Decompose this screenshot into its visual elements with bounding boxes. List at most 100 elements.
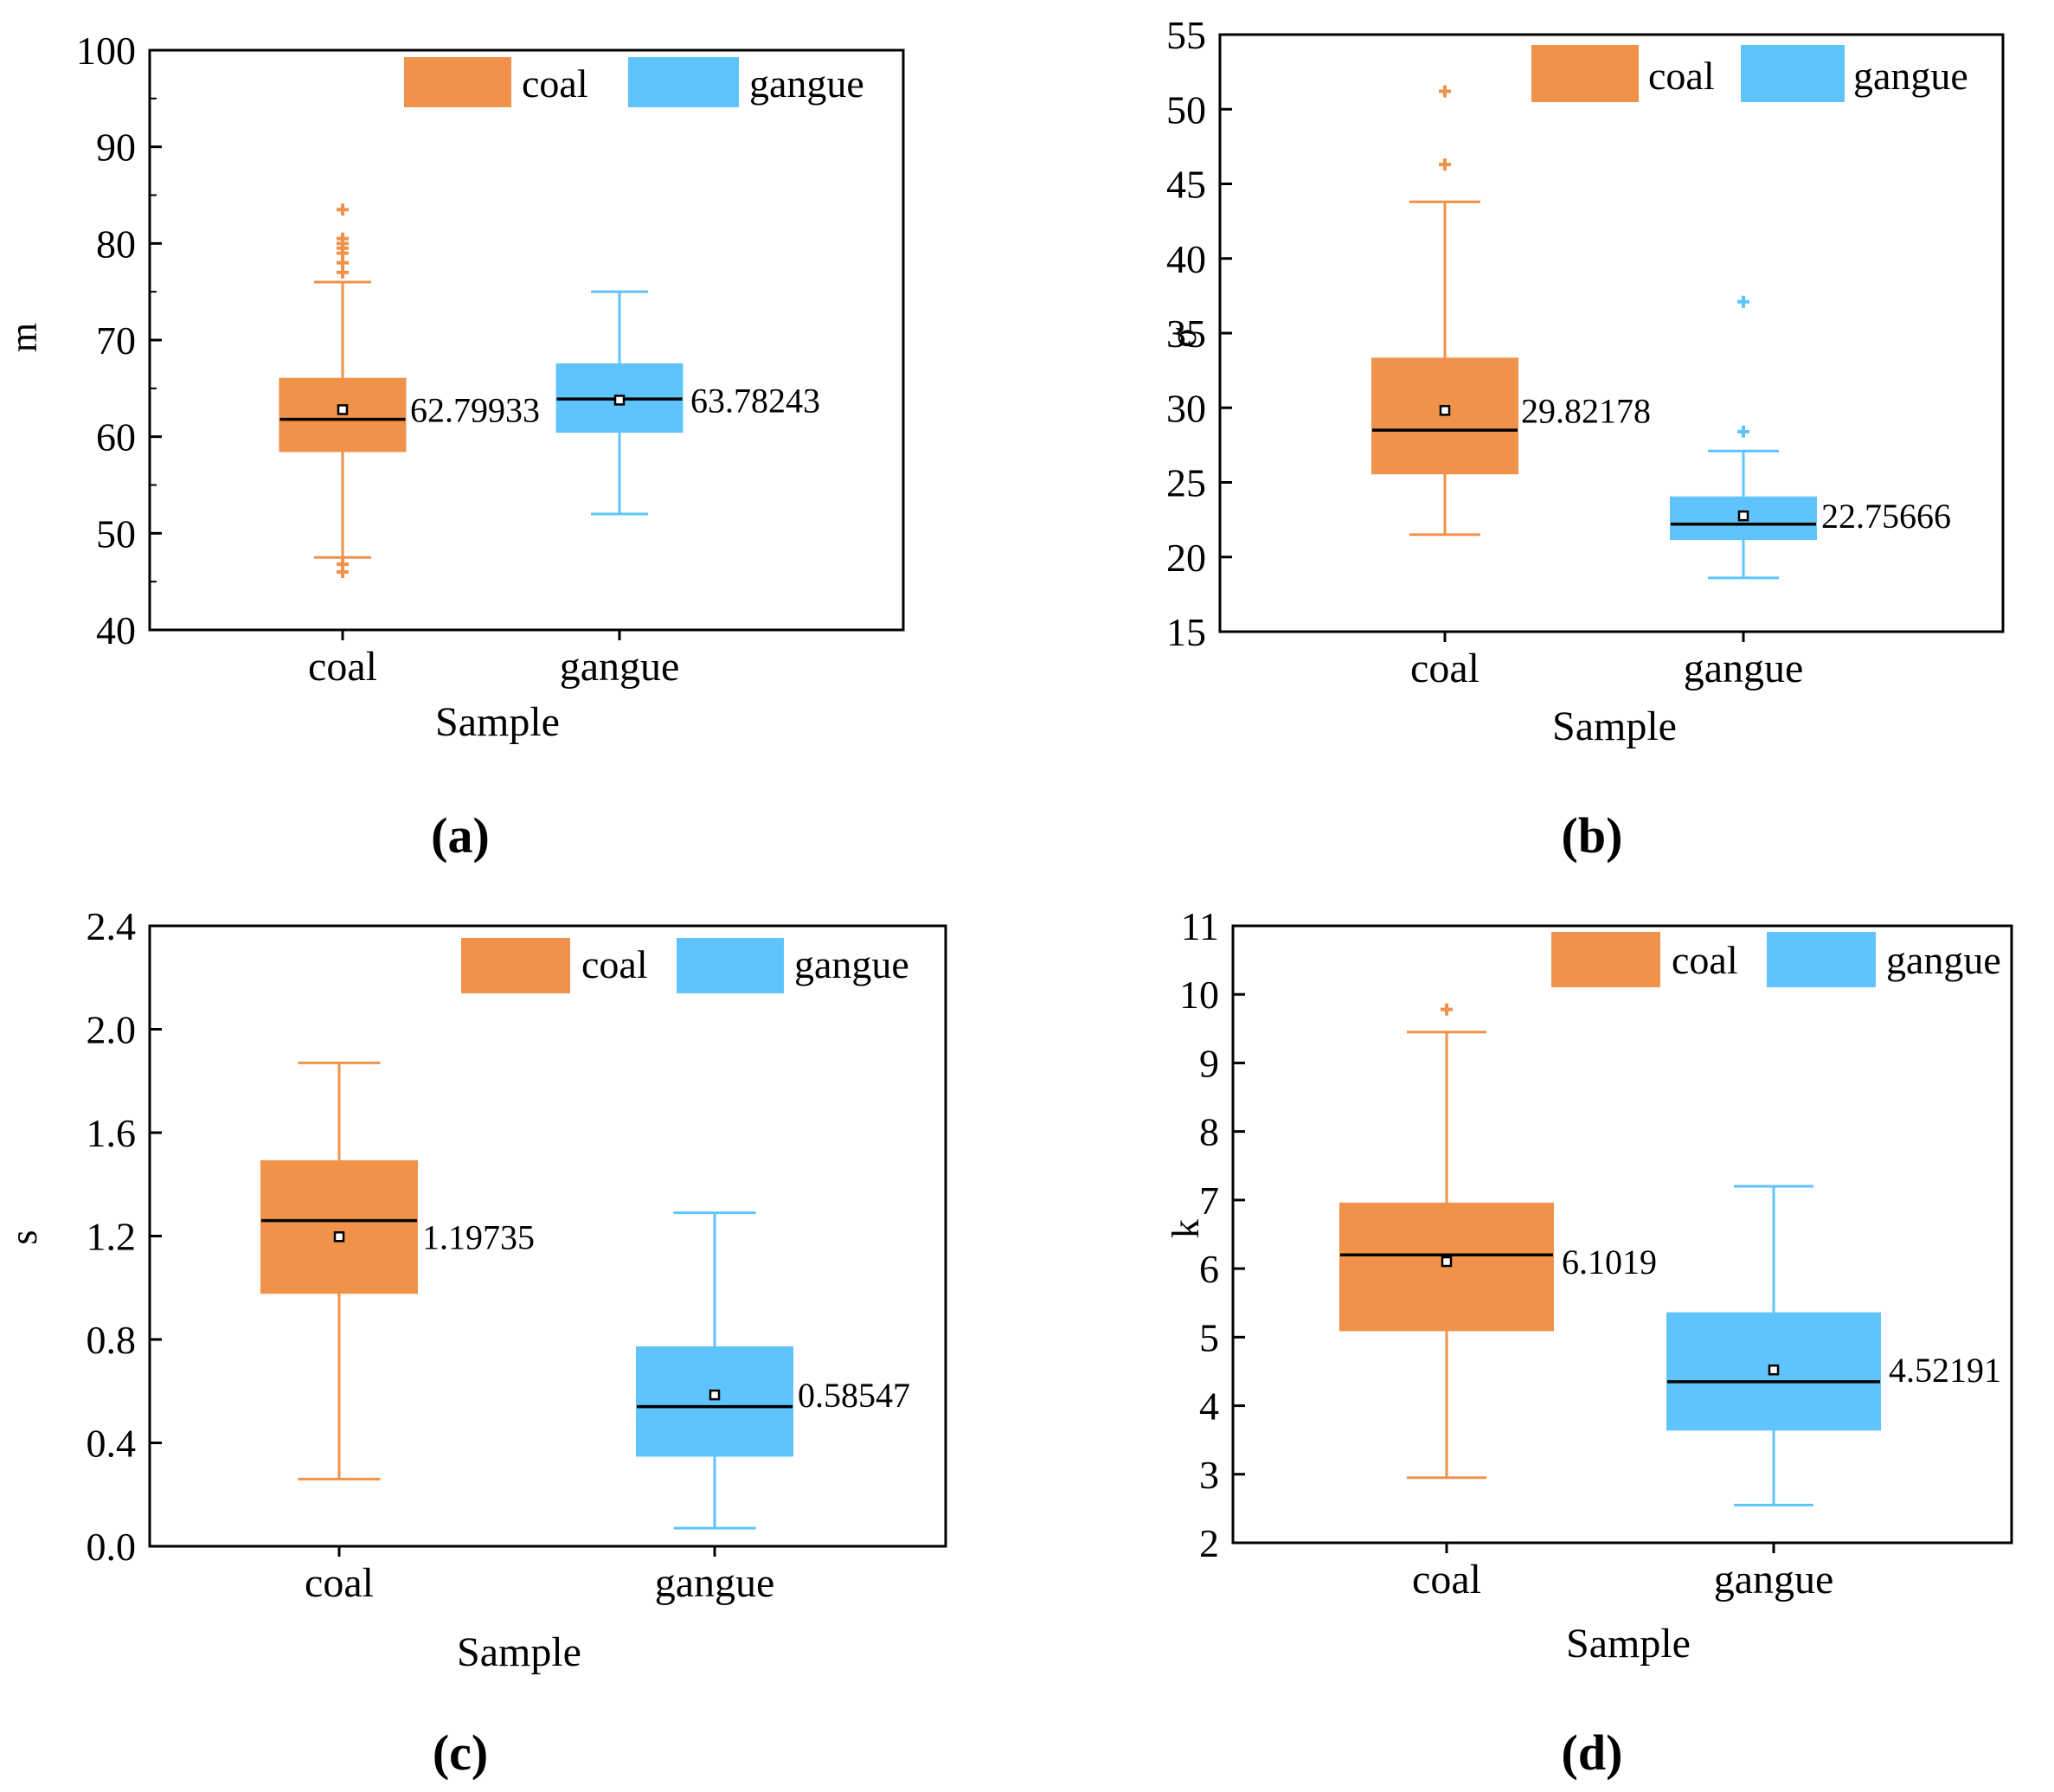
gangue-outlier	[1737, 425, 1749, 438]
legend-swatch-coal	[404, 57, 511, 107]
gangue-mean-label: 0.58547	[798, 1376, 910, 1415]
coal-outlier	[1439, 85, 1451, 98]
y-tick-label: 55	[1166, 13, 1206, 57]
x-axis-title: Sample	[1566, 1621, 1691, 1667]
plot-frame	[148, 48, 905, 632]
legend-label-coal: coal	[1648, 54, 1715, 98]
y-tick-label: 35	[1166, 312, 1206, 356]
y-tick-label: 50	[96, 511, 136, 556]
panel-b: σ Sample (b) coal gangue 15 20 25 30 35 40 45 5…	[1162, 13, 2005, 864]
y-tick-label: 0.0	[87, 1525, 137, 1569]
x-tick-label-coal: coal	[1412, 1557, 1481, 1603]
legend-label-coal: coal	[522, 61, 588, 106]
x-tick-label-gangue: gangue	[1684, 646, 1804, 691]
legend-swatch-gangue	[677, 938, 784, 993]
gangue-mean-label: 63.78243	[690, 381, 820, 420]
gangue-mean-label: 22.75666	[1821, 497, 1951, 536]
legend-label-gangue: gangue	[749, 61, 864, 106]
y-tick-label: 70	[96, 318, 136, 363]
x-axis-title: Sample	[435, 699, 560, 745]
y-tick-label: 2.4	[87, 904, 137, 948]
legend-swatch-coal	[1551, 932, 1660, 987]
gangue-mean-marker	[1737, 510, 1749, 522]
y-tick-label: 0.8	[87, 1318, 137, 1362]
y-tick-label: 40	[96, 608, 136, 652]
coal-mean-marker	[1439, 405, 1451, 416]
legend: coal gangue	[404, 57, 864, 107]
legend-label-gangue: gangue	[794, 942, 909, 986]
legend-swatch-coal	[1531, 45, 1639, 102]
panel-label: (a)	[431, 807, 490, 864]
y-tick-label: 50	[1166, 87, 1206, 132]
legend: coal gangue	[1531, 45, 1968, 102]
legend-label-gangue: gangue	[1886, 938, 2001, 982]
panel-label: (d)	[1562, 1725, 1623, 1781]
coal-mean-label: 1.19735	[422, 1217, 535, 1256]
y-tick-label: 100	[76, 29, 136, 73]
legend-label-coal: coal	[581, 942, 648, 986]
coal-outlier	[1439, 158, 1451, 171]
y-tick-label: 30	[1166, 386, 1206, 430]
y-tick-label: 10	[1179, 973, 1219, 1017]
y-tick-label: 6	[1199, 1247, 1219, 1291]
y-axis-title: s	[3, 1230, 45, 1244]
y-tick-label: 5	[1199, 1315, 1219, 1359]
y-tick-label: 0.4	[87, 1422, 137, 1466]
gangue-mean-label: 4.52191	[1889, 1351, 2001, 1390]
coal-outlier	[337, 203, 349, 216]
y-tick-label: 9	[1199, 1041, 1219, 1085]
gangue-mean-marker	[709, 1389, 721, 1401]
y-tick-label: 1.2	[87, 1215, 137, 1259]
coal-outlier	[1441, 1003, 1453, 1016]
coal-mean-marker	[333, 1231, 345, 1243]
plot-frame	[1218, 33, 2005, 633]
coal-mean-marker	[1441, 1256, 1453, 1268]
gangue-mean-marker	[1768, 1364, 1780, 1376]
coal-mean-label: 62.79933	[410, 390, 540, 429]
panel-label: (b)	[1562, 807, 1623, 864]
y-axis-title: σ	[1162, 327, 1204, 348]
coal-box	[260, 1159, 418, 1294]
y-tick-label: 3	[1199, 1453, 1219, 1497]
x-axis-title: Sample	[457, 1629, 581, 1675]
y-tick-label: 8	[1199, 1110, 1219, 1154]
y-tick-label: 25	[1166, 461, 1206, 505]
legend-label-coal: coal	[1672, 938, 1738, 982]
coal-outlier	[337, 232, 349, 245]
panel-label: (c)	[433, 1725, 488, 1781]
legend: coal gangue	[1551, 932, 2001, 987]
gangue-box	[636, 1346, 793, 1457]
x-tick-label-coal: coal	[305, 1560, 374, 1606]
y-tick-label: 60	[96, 415, 136, 459]
legend-swatch-gangue	[1767, 932, 1876, 987]
y-tick-label: 80	[96, 222, 136, 266]
coal-mean-label: 29.82178	[1521, 391, 1651, 430]
legend-label-gangue: gangue	[1853, 54, 1968, 98]
gangue-mean-marker	[613, 395, 626, 406]
x-tick-label-gangue: gangue	[1714, 1557, 1834, 1603]
coal-box	[1371, 357, 1518, 475]
panel-d: k Sample (d) coal gangue 2 3 4 5 6 7 8 9 10 11 coa…	[1165, 904, 2013, 1781]
y-tick-label: 45	[1166, 163, 1206, 207]
y-tick-label: 11	[1181, 904, 1219, 948]
y-tick-label: 90	[96, 125, 136, 170]
y-tick-label: 15	[1166, 610, 1206, 654]
y-tick-label: 7	[1199, 1179, 1219, 1223]
panel-c: s Sample (c) coal gangue 0.0 0.4 0.8 1.2 1.6…	[3, 904, 947, 1781]
legend-swatch-gangue	[1741, 45, 1845, 102]
y-tick-label: 4	[1199, 1384, 1219, 1429]
y-tick-label: 1.6	[87, 1111, 137, 1155]
coal-mean-marker	[337, 404, 349, 415]
legend-swatch-gangue	[628, 57, 739, 107]
x-tick-label-coal: coal	[1410, 646, 1480, 691]
gangue-outlier	[1737, 295, 1749, 308]
coal-mean-label: 6.1019	[1562, 1243, 1657, 1281]
y-tick-label: 2.0	[87, 1008, 137, 1052]
y-tick-label: 2	[1199, 1521, 1219, 1565]
legend-swatch-coal	[461, 938, 570, 993]
y-tick-label: 20	[1166, 536, 1206, 580]
y-tick-label: 40	[1166, 237, 1206, 281]
legend: coal gangue	[461, 938, 909, 993]
plot-frame	[1231, 924, 2013, 1545]
